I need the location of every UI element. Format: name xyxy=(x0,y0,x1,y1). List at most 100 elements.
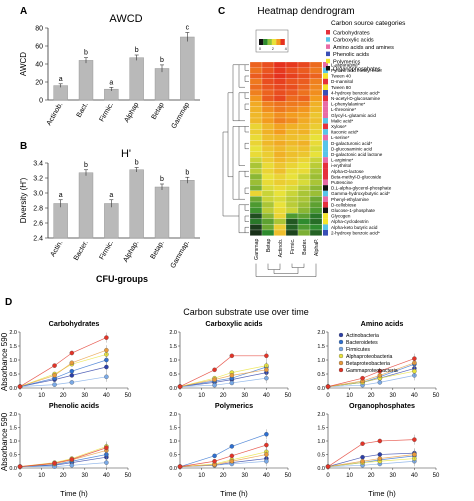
awcd-sig-letter: b xyxy=(135,47,139,54)
series-point xyxy=(412,437,417,442)
heatmap-cell xyxy=(261,67,275,74)
heatmap-cell xyxy=(249,207,263,214)
heatmap-cell xyxy=(261,179,275,186)
heatmap-cell xyxy=(309,218,323,225)
heatmap-cell xyxy=(249,73,263,79)
heatmap-cell xyxy=(273,145,287,152)
heatmap-cell xyxy=(273,168,287,175)
subplot-x-tick-label: 20 xyxy=(220,473,227,479)
row-dendrogram xyxy=(222,64,249,234)
heatmap-cell xyxy=(285,61,299,68)
awcd-bar-chart: 0 20 40 60 80 AWCD a Actinob. b Bact. a Firmic. b Alp… xyxy=(19,25,200,130)
diversity-sig-letter: b xyxy=(135,160,139,167)
heatmap-cell xyxy=(285,117,299,124)
category-legend-label: Organophosphates xyxy=(333,67,381,73)
heatmap-row-label: Glycyl-L-glutamic acid xyxy=(331,113,376,118)
heatmap-cell xyxy=(249,185,263,191)
heatmap-cell xyxy=(285,218,299,225)
heatmap-cell xyxy=(273,185,287,191)
heatmap-cell xyxy=(249,140,263,147)
subplot-title: Polymerics xyxy=(215,401,253,410)
heatmap-cell xyxy=(249,179,263,186)
heatmap-cell xyxy=(249,218,263,225)
heatmap-cell xyxy=(261,112,275,119)
heatmap-cell xyxy=(249,95,263,102)
legend-marker xyxy=(338,367,344,373)
heatmap-cell xyxy=(273,179,287,186)
heatmap-cell xyxy=(249,162,263,169)
color-key-tick: 2 xyxy=(272,47,274,51)
heatmap-cell xyxy=(249,84,263,91)
heatmap-row-label: Pyruvic acid methyl ester xyxy=(331,68,383,73)
row-category-strip xyxy=(323,162,328,169)
heatmap-cell xyxy=(273,117,287,124)
row-category-strip xyxy=(323,213,328,219)
heatmap-column-label: Bacter. xyxy=(302,239,308,255)
heatmap-row-label: D-galactonic acid lactone xyxy=(331,152,383,157)
series-point xyxy=(69,457,75,462)
subplot-x-tick-label: 50 xyxy=(285,473,292,479)
heatmap-row-label: Tween 40 xyxy=(331,74,351,79)
heatmap-cell xyxy=(273,196,287,203)
dendrogram-branch xyxy=(267,263,281,270)
heatmap-cell xyxy=(285,151,299,158)
row-category-strip xyxy=(323,224,328,230)
heatmap-cell xyxy=(273,162,287,169)
heatmap-column-label: Firmic. xyxy=(290,239,296,255)
subplot-x-tick-label: 0 xyxy=(178,393,182,399)
series-line xyxy=(327,358,415,387)
awcd-sig-letter: b xyxy=(84,50,88,57)
heatmap-cell xyxy=(261,218,275,225)
series-point xyxy=(69,350,75,356)
heatmap-cell xyxy=(309,151,323,158)
awcd-sig-letter: c xyxy=(186,25,190,32)
subplot-y-tick-label: 2.0 xyxy=(317,330,325,336)
heatmap-cell xyxy=(309,61,323,68)
series-line xyxy=(327,362,415,387)
row-category-strip xyxy=(323,118,328,124)
heatmap-cell xyxy=(273,101,287,107)
heatmap-row-label: Tween 80 xyxy=(331,85,351,90)
series-line xyxy=(327,454,415,467)
heatmap-cell xyxy=(249,134,263,141)
series-line xyxy=(179,355,267,387)
heatmap-row-label: Glycogen xyxy=(331,214,351,219)
heatmap-cell xyxy=(249,224,263,231)
series-point xyxy=(377,452,383,457)
awcd-category-label: Gammap xyxy=(171,101,192,130)
heatmap-row-label: D-mannitol xyxy=(331,79,353,84)
subplot-x-tick-label: 0 xyxy=(18,393,22,399)
row-category-strip xyxy=(323,78,328,85)
category-legend-swatch xyxy=(326,37,330,42)
heatmap-row-label: Xylose* xyxy=(331,124,347,129)
subplot-x-tick-label: 0 xyxy=(326,393,330,399)
subplot-y-tick-label: 1.0 xyxy=(9,358,17,364)
row-category-strip xyxy=(323,62,328,68)
diversity-category-label: Gammap. xyxy=(170,239,191,269)
heatmap-cell xyxy=(261,168,275,175)
heatmap-cell xyxy=(285,213,299,219)
series-point xyxy=(177,464,183,469)
heatmap-cell xyxy=(249,157,263,163)
heatmap-cell xyxy=(297,89,311,96)
series-point xyxy=(264,442,269,448)
subplot-x-tick-label: 20 xyxy=(60,473,67,479)
diversity-bar xyxy=(180,180,195,239)
heatmap-cell xyxy=(297,101,311,107)
diversity-category-label: Actin. xyxy=(50,239,65,258)
diversity-y-tick-label: 2.6 xyxy=(33,221,43,228)
subplot-x-tick-label: 0 xyxy=(326,473,330,479)
heatmap-cell xyxy=(285,89,299,96)
panel-c-letter: C xyxy=(218,6,225,17)
series-point xyxy=(104,347,109,353)
dendrogram-branch xyxy=(238,170,245,200)
diversity-category-label: Alphap. xyxy=(122,239,140,263)
panel-c: C Heatmap dendrogram Color Key Carbon so… xyxy=(218,6,406,35)
series-line xyxy=(179,369,267,387)
series-point xyxy=(229,458,235,464)
heatmap-cell xyxy=(261,190,275,197)
heatmap-cell xyxy=(261,173,275,180)
heatmap-cell xyxy=(285,123,299,130)
row-category-strip xyxy=(323,157,328,163)
heatmap-cell xyxy=(309,224,323,231)
